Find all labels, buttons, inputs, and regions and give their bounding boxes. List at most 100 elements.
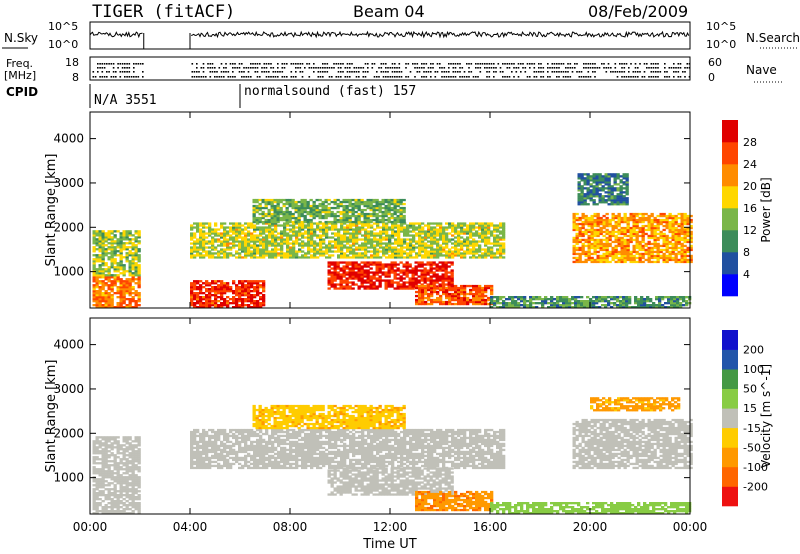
heatmap-cell [226, 254, 230, 257]
heatmap-cell [448, 248, 452, 251]
freq-dot [367, 63, 369, 65]
heatmap-cell [436, 296, 440, 300]
heatmap-cell [128, 294, 132, 297]
heatmap-cell [262, 286, 266, 289]
freq-dot [232, 71, 234, 73]
heatmap-cell [382, 248, 386, 251]
heatmap-cell [397, 240, 401, 243]
heatmap-cell [671, 252, 675, 256]
heatmap-cell [193, 296, 197, 299]
heatmap-cell [235, 222, 239, 225]
heatmap-cell [128, 282, 132, 285]
freq-dot [477, 63, 479, 65]
heatmap-cell [304, 244, 308, 247]
heatmap-cell [614, 238, 618, 242]
heatmap-cell [674, 232, 678, 236]
heatmap-cell [484, 284, 488, 288]
heatmap-cell [384, 287, 388, 290]
heatmap-cell [134, 278, 138, 281]
freq-dot [241, 71, 243, 73]
freq-dot [193, 71, 196, 73]
heatmap-cell [502, 230, 506, 233]
heatmap-cell [125, 252, 129, 255]
heatmap-cell [444, 277, 448, 280]
heatmap-cell [613, 177, 617, 180]
heatmap-cell [119, 298, 123, 301]
heatmap-cell [193, 256, 197, 259]
heatmap-cell [417, 275, 421, 278]
heatmap-cell [196, 288, 200, 291]
heatmap-cell [137, 298, 141, 301]
freq-dot [324, 63, 326, 65]
heatmap-cell [101, 288, 105, 291]
heatmap-cell [193, 226, 197, 229]
heatmap-cell [587, 228, 591, 232]
freq-dot [592, 67, 594, 69]
heatmap-cell [478, 248, 482, 251]
heatmap-cell [301, 232, 305, 235]
heatmap-cell [414, 281, 418, 284]
heatmap-cell [432, 275, 436, 278]
heatmap-cell [463, 296, 467, 300]
heatmap-cell [376, 248, 380, 251]
freq-dot [389, 67, 392, 69]
heatmap-cell [190, 224, 194, 227]
heatmap-cell [418, 246, 422, 249]
heatmap-cell [285, 200, 289, 204]
heatmap-cell [393, 271, 397, 274]
heatmap-cell [122, 284, 126, 287]
heatmap-cell [418, 290, 422, 294]
heatmap-cell [223, 234, 227, 237]
freq-dot [513, 63, 515, 65]
heatmap-cell [220, 222, 224, 225]
heatmap-cell [683, 212, 687, 216]
heatmap-cell [438, 269, 442, 272]
heatmap-cell [502, 224, 506, 227]
heatmap-cell [683, 260, 687, 264]
heatmap-cell [379, 226, 383, 229]
heatmap-cell [226, 300, 230, 303]
heatmap-cell [601, 201, 605, 204]
heatmap-cell [388, 244, 392, 247]
heatmap-cell [211, 254, 215, 257]
freq-dot [209, 67, 212, 69]
heatmap-cell [303, 200, 307, 204]
heatmap-cell [378, 275, 382, 278]
heatmap-cell [292, 234, 296, 237]
heatmap-cell [223, 228, 227, 231]
heatmap-cell [92, 266, 96, 269]
heatmap-cell [202, 236, 206, 239]
heatmap-cell [327, 261, 331, 264]
heatmap-cell [396, 267, 400, 270]
heatmap-cell [478, 256, 482, 259]
heatmap-cell [98, 240, 102, 243]
heatmap-cell [665, 234, 669, 238]
heatmap-cell [303, 218, 307, 222]
heatmap-cell [101, 236, 105, 239]
heatmap-cell [424, 232, 428, 235]
heatmap-cell [247, 282, 251, 285]
heatmap-cell [502, 252, 506, 255]
heatmap-cell [361, 256, 365, 259]
heatmap-cell [580, 179, 584, 182]
freq-dot [247, 76, 250, 78]
freq-dot [493, 76, 495, 78]
heatmap-cell [614, 220, 618, 224]
heatmap-cell [199, 284, 203, 287]
heatmap-cell [369, 200, 373, 204]
heatmap-cell [445, 252, 449, 255]
heatmap-cell [355, 222, 359, 225]
heatmap-cell [629, 254, 633, 258]
heatmap-cell [325, 234, 329, 237]
heatmap-cell [613, 189, 617, 192]
heatmap-cell [369, 279, 373, 282]
heatmap-cell [372, 208, 376, 212]
heatmap-cell [626, 218, 630, 222]
heatmap-cell [214, 248, 218, 251]
heatmap-cell [116, 274, 120, 277]
heatmap-cell [95, 248, 99, 251]
heatmap-cell [128, 242, 132, 245]
heatmap-cell [472, 292, 476, 296]
heatmap-cell [282, 202, 286, 206]
heatmap-cell [259, 296, 263, 299]
